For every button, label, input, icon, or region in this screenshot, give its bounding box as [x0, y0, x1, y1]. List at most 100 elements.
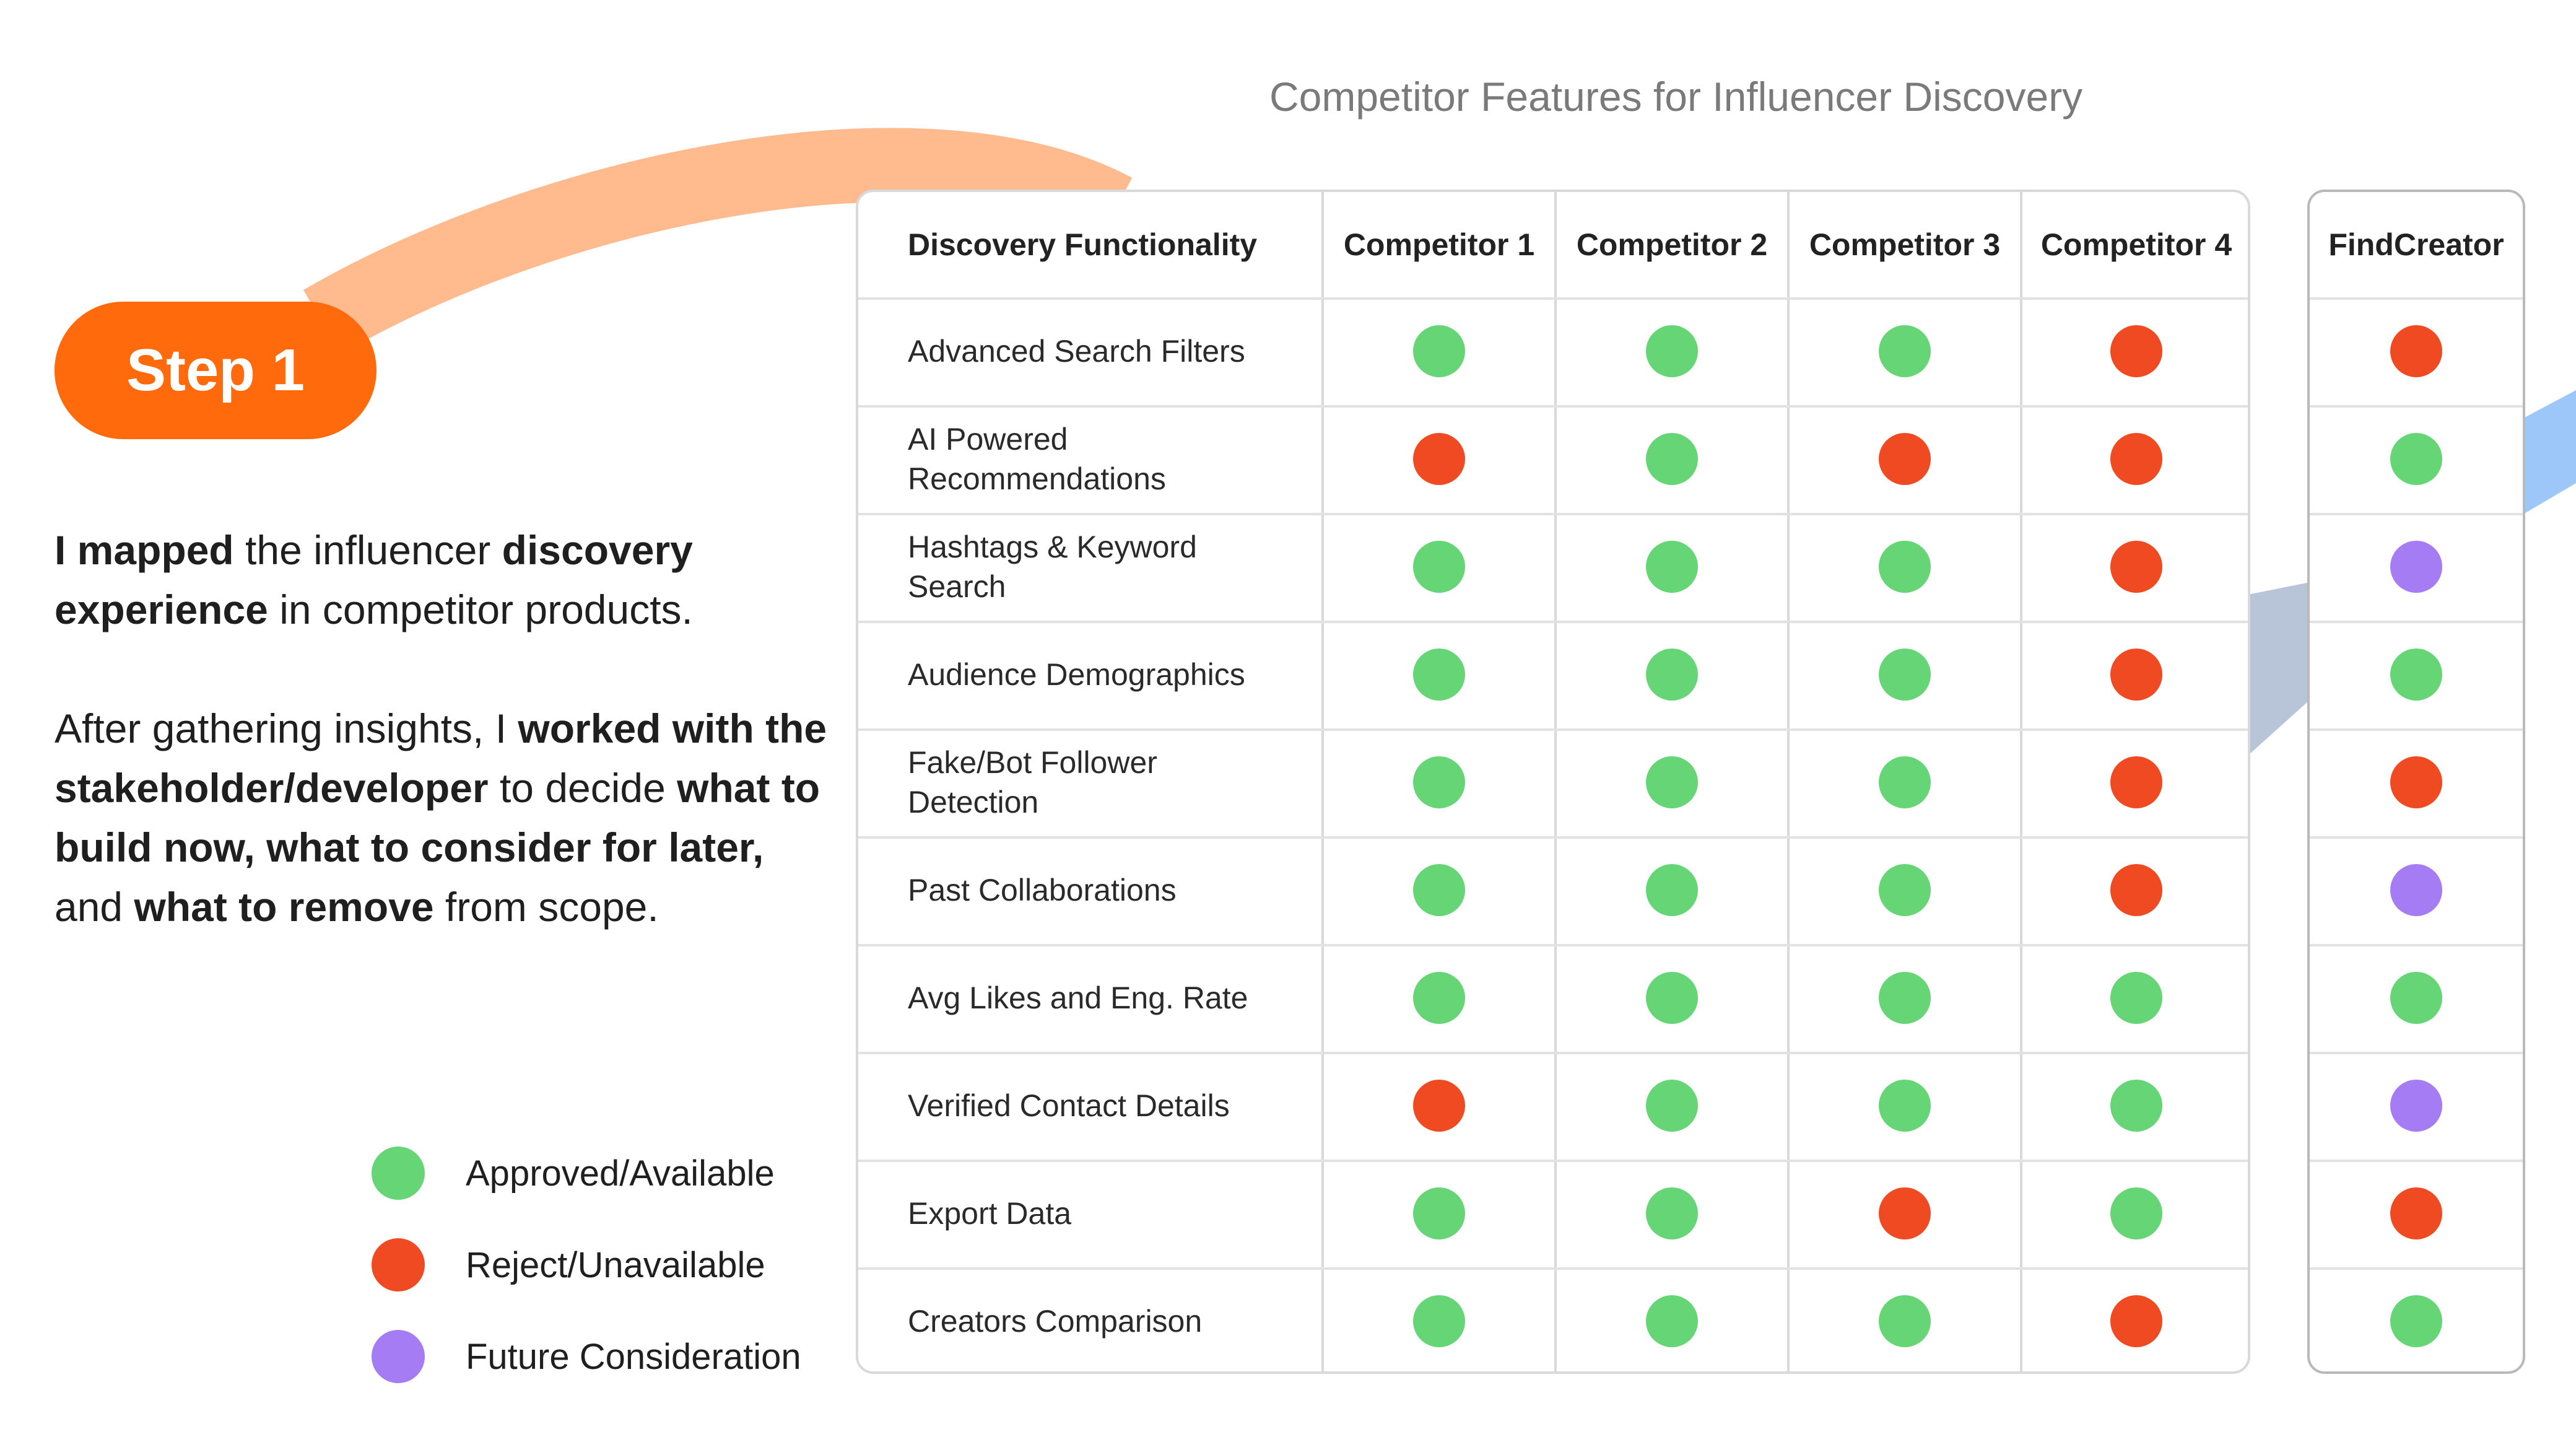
row-divider — [2310, 836, 2523, 839]
row-divider — [2310, 513, 2523, 515]
status-dot-unavailable — [2390, 325, 2442, 377]
legend-label: Future Consideration — [466, 1336, 801, 1377]
status-dot-unavailable — [2110, 541, 2162, 593]
row-divider — [858, 621, 2248, 623]
row-divider — [2310, 944, 2523, 946]
row-divider — [858, 944, 2248, 946]
status-dot-available — [1413, 864, 1465, 916]
feature-label: Verified Contact Details — [908, 1088, 1230, 1123]
legend-item-available: Approved/Available — [372, 1127, 801, 1219]
intro-paragraph-1: I mapped the influencer discovery experi… — [54, 520, 829, 639]
status-dot-available — [2110, 1080, 2162, 1132]
column-header-findcreator: FindCreator — [2328, 227, 2504, 262]
intro-text-run: from scope. — [433, 884, 659, 930]
intro-text-run: in competitor products. — [268, 587, 693, 632]
status-dot-unavailable — [2110, 433, 2162, 485]
status-dot-unavailable — [2110, 649, 2162, 701]
status-dot-unavailable — [2390, 756, 2442, 808]
status-dot-available — [1879, 1295, 1931, 1347]
status-dot-available — [1879, 864, 1931, 916]
feature-label: Creators Comparison — [908, 1304, 1203, 1339]
intro-emphasis: what to build now, what to consider for … — [54, 765, 820, 870]
status-dot-available — [1646, 1080, 1698, 1132]
feature-label: Export Data — [908, 1196, 1072, 1231]
intro-text: I mapped the influencer discovery experi… — [54, 520, 829, 937]
row-divider — [2310, 297, 2523, 300]
status-dot-available — [2110, 1187, 2162, 1239]
status-dot-available — [1413, 1187, 1465, 1239]
intro-paragraph-2: After gathering insights, I worked with … — [54, 699, 829, 937]
status-dot-future — [2390, 864, 2442, 916]
status-dot-unavailable — [2110, 1295, 2162, 1347]
status-dot-unavailable — [2110, 864, 2162, 916]
feature-column-header: Discovery Functionality — [908, 227, 1258, 262]
status-dot-available — [1413, 541, 1465, 593]
row-divider — [858, 728, 2248, 731]
intro-emphasis: worked with the stakeholder/developer — [54, 706, 827, 811]
status-dot-available — [1646, 1295, 1698, 1347]
legend-item-unavailable: Reject/Unavailable — [372, 1219, 801, 1311]
intro-emphasis: discovery experience — [54, 527, 693, 632]
status-dot-available — [1413, 649, 1465, 701]
status-dot-unavailable — [2390, 1187, 2442, 1239]
status-dot-available — [1646, 864, 1698, 916]
legend-item-future: Future Consideration — [372, 1311, 801, 1402]
row-divider — [2310, 621, 2523, 623]
intro-emphasis: what to remove — [134, 884, 434, 930]
status-dot-available — [1879, 1080, 1931, 1132]
status-dot-available — [1879, 649, 1931, 701]
status-dot-unavailable — [1879, 1187, 1931, 1239]
feature-label: Advanced Search Filters — [908, 334, 1245, 369]
status-dot-available — [1646, 541, 1698, 593]
row-divider — [858, 405, 2248, 408]
row-divider — [858, 1052, 2248, 1054]
row-divider — [858, 1267, 2248, 1270]
status-dot-available — [1413, 972, 1465, 1024]
status-dot-future — [2390, 1080, 2442, 1132]
feature-label: AI Powered Recommendations — [908, 422, 1166, 496]
status-dot-unavailable — [1413, 433, 1465, 485]
blue-band-decoration — [2248, 582, 2310, 756]
blue-ribbon-decoration — [2523, 390, 2576, 514]
intro-text-run: and — [54, 884, 134, 930]
status-dot-available — [1413, 756, 1465, 808]
legend-label: Reject/Unavailable — [466, 1244, 765, 1285]
status-dot-available — [2390, 972, 2442, 1024]
feature-label: Avg Likes and Eng. Rate — [908, 981, 1248, 1015]
status-dot-unavailable — [2110, 756, 2162, 808]
column-header-competitor-1: Competitor 1 — [1343, 227, 1535, 262]
status-dot-available — [1646, 325, 1698, 377]
status-dot-available — [1879, 756, 1931, 808]
status-dot-available — [1646, 1187, 1698, 1239]
intro-text-run: to decide — [488, 765, 677, 811]
status-dot-available — [2390, 649, 2442, 701]
intro-text-run: After gathering insights, I — [54, 706, 518, 751]
intro-emphasis: I mapped — [54, 527, 234, 573]
status-dot-available — [2110, 972, 2162, 1024]
red-dot-icon — [372, 1238, 425, 1291]
row-divider — [2310, 1052, 2523, 1054]
row-divider — [2310, 728, 2523, 731]
status-dot-available — [1646, 433, 1698, 485]
row-divider — [858, 297, 2248, 300]
status-dot-available — [1646, 972, 1698, 1024]
purple-dot-icon — [372, 1330, 425, 1383]
feature-label: Past Collaborations — [908, 873, 1177, 907]
column-header-competitor-4: Competitor 4 — [2040, 227, 2232, 262]
feature-label: Audience Demographics — [908, 657, 1245, 692]
feature-label: Fake/Bot Follower Detection — [908, 745, 1157, 819]
intro-text-run: the influencer — [233, 527, 502, 573]
legend: Approved/Available Reject/Unavailable Fu… — [372, 1127, 801, 1402]
findcreator-column: FindCreator — [2307, 190, 2525, 1374]
status-dot-available — [1413, 325, 1465, 377]
step-badge: Step 1 — [54, 302, 376, 439]
row-divider — [858, 1160, 2248, 1162]
orange-arc-decoration — [303, 128, 1133, 354]
row-divider — [2310, 1267, 2523, 1270]
status-dot-available — [1879, 325, 1931, 377]
row-divider — [2310, 1160, 2523, 1162]
status-dot-available — [1879, 972, 1931, 1024]
feature-label: Hashtags & Keyword Search — [908, 530, 1197, 604]
competitor-table: Discovery Functionality Competitor 1 Com… — [856, 190, 2250, 1374]
